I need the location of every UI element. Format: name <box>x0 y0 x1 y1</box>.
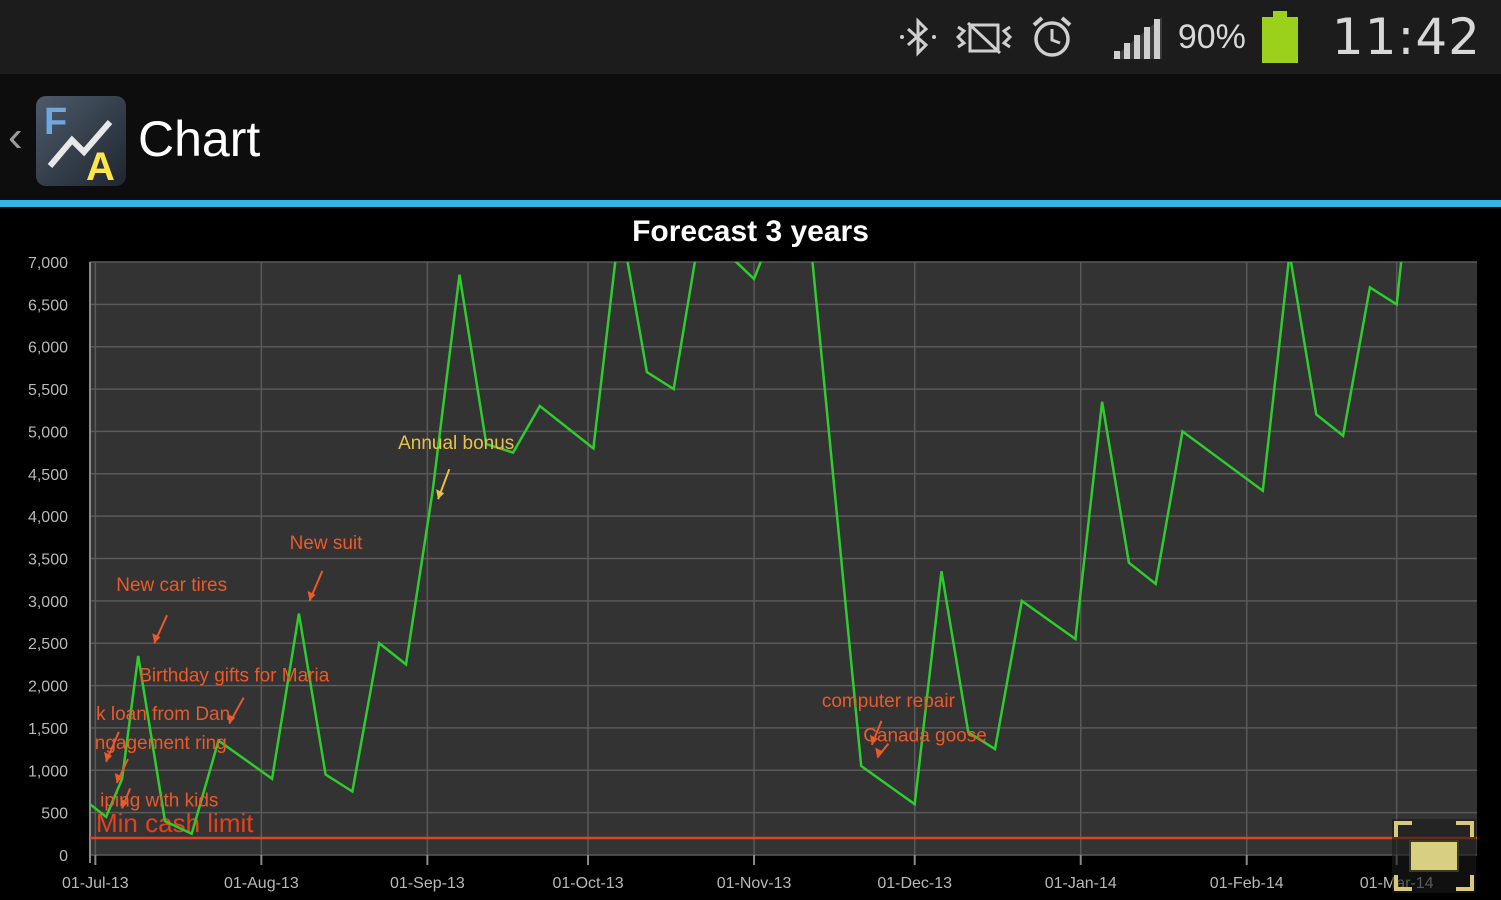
y-tick-label: 7,000 <box>28 255 68 272</box>
min-cash-label: Min cash limit <box>96 808 254 838</box>
annotation-label: Annual bonus <box>398 433 514 454</box>
y-tick-label: 1,500 <box>28 721 68 738</box>
series-line <box>90 262 1403 836</box>
y-tick-label: 500 <box>41 806 68 823</box>
y-tick-label: 0 <box>59 848 68 865</box>
annotation-label: k loan from Dan <box>96 704 230 725</box>
y-tick-label: 3,500 <box>28 552 68 569</box>
annotation-label: New suit <box>290 533 364 554</box>
status-bar: 90% 11:42 <box>0 0 1501 74</box>
y-tick-label: 2,500 <box>28 636 68 653</box>
chart-container: 0 500 1,000 1,500 2,000 2,500 3,000 3,500 4,000 4… <box>0 207 1501 900</box>
app-logo-letter-f: F <box>44 101 67 143</box>
y-tick-label: 1,000 <box>28 763 68 780</box>
bluetooth-icon <box>896 15 940 59</box>
y-tick-label: 3,000 <box>28 594 68 611</box>
page-title: Chart <box>138 111 261 167</box>
app-logo-letter-a: A <box>86 145 115 186</box>
status-icons: 90% 11:42 <box>896 0 1481 74</box>
x-tick-label: 01-Dec-13 <box>877 875 952 892</box>
annotation-label: iping with kids <box>100 790 218 811</box>
annotation-arrowhead <box>114 772 123 783</box>
annotation-arrowhead <box>152 633 161 644</box>
app-logo-icon[interactable]: F A <box>36 96 126 189</box>
chart-svg[interactable]: 0 500 1,000 1,500 2,000 2,500 3,000 3,500 4,000 4… <box>0 207 1501 900</box>
alarm-icon <box>1028 13 1076 61</box>
annotation-label: computer repair <box>822 691 956 712</box>
y-tick-label: 4,500 <box>28 467 68 484</box>
x-tick-label: 01-Nov-13 <box>717 875 792 892</box>
signal-icon <box>1110 13 1164 61</box>
x-tick-label: 01-Jul-13 <box>62 875 129 892</box>
y-tick-label: 5,000 <box>28 424 68 441</box>
back-chevron-icon[interactable]: ‹ <box>8 112 23 161</box>
action-bar-divider <box>0 200 1501 207</box>
annotation-arrowhead <box>875 747 884 758</box>
action-bar: ‹ F A Chart <box>0 74 1501 200</box>
x-tick-label: 01-Aug-13 <box>224 875 299 892</box>
x-tick-label: 01-Jan-14 <box>1045 875 1117 892</box>
battery-percent: 90% <box>1177 17 1246 56</box>
annotation-arrowhead <box>436 489 445 500</box>
y-tick-label: 6,000 <box>28 340 68 357</box>
x-tick-label: 01-Sep-13 <box>390 875 465 892</box>
y-tick-label: 4,000 <box>28 509 68 526</box>
x-tick-label: 01-Feb-14 <box>1210 875 1284 892</box>
y-tick-label: 2,000 <box>28 679 68 696</box>
x-tick-label: 01-Oct-13 <box>552 875 623 892</box>
annotation-label: Birthday gifts for Maria <box>139 666 329 687</box>
annotation-label: New car tires <box>116 575 227 596</box>
annotation-arrowhead <box>104 751 113 762</box>
annotation-label: Canada goose <box>863 726 987 747</box>
annotation-arrowhead <box>307 590 316 601</box>
annotation-label: ngagement ring <box>95 733 227 754</box>
y-tick-label: 5,500 <box>28 382 68 399</box>
annotation-arrowhead <box>869 734 878 745</box>
y-tick-label: 6,500 <box>28 297 68 314</box>
chart-title: Forecast 3 years <box>632 215 869 248</box>
battery-icon <box>1260 9 1300 65</box>
annotation-arrowhead <box>120 798 129 809</box>
vibrate-icon <box>954 15 1014 59</box>
fullscreen-icon <box>1392 819 1476 893</box>
annotation-arrowhead <box>227 713 236 724</box>
clock: 11:42 <box>1331 8 1481 66</box>
fullscreen-button[interactable] <box>1392 819 1476 893</box>
